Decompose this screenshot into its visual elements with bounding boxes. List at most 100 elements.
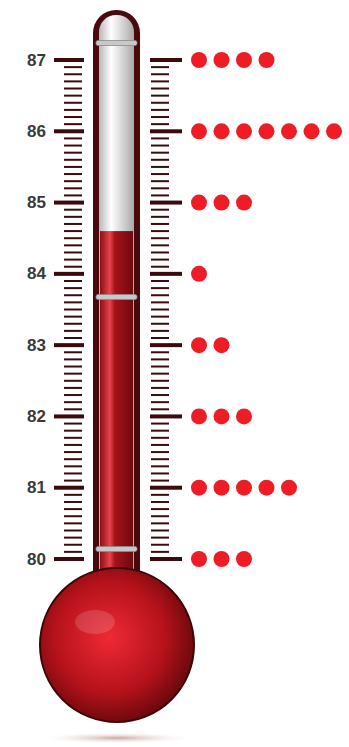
- minor-tick: [64, 266, 82, 268]
- tick-label: 84: [27, 264, 46, 283]
- minor-tick: [64, 301, 82, 303]
- minor-tick: [64, 380, 82, 382]
- dot: [191, 195, 207, 211]
- minor-tick: [64, 430, 82, 432]
- minor-tick: [64, 116, 82, 118]
- dot: [214, 480, 230, 496]
- dot: [214, 52, 230, 68]
- minor-tick: [151, 323, 169, 325]
- dot: [259, 123, 275, 139]
- minor-tick: [151, 280, 169, 282]
- minor-tick: [151, 301, 169, 303]
- minor-tick: [64, 209, 82, 211]
- minor-tick: [64, 501, 82, 503]
- dot: [191, 551, 207, 567]
- minor-tick: [151, 237, 169, 239]
- major-tick: [150, 201, 182, 205]
- minor-tick: [151, 401, 169, 403]
- major-tick: [54, 129, 84, 133]
- minor-tick: [151, 330, 169, 332]
- dot: [214, 337, 230, 353]
- minor-tick: [64, 515, 82, 517]
- minor-tick: [151, 66, 169, 68]
- minor-tick: [64, 323, 82, 325]
- minor-tick: [151, 430, 169, 432]
- dots: [191, 52, 342, 567]
- tick-label: 82: [27, 407, 46, 426]
- major-tick: [150, 58, 182, 62]
- minor-tick: [151, 366, 169, 368]
- minor-tick: [151, 458, 169, 460]
- minor-tick: [151, 515, 169, 517]
- minor-tick: [151, 166, 169, 168]
- major-tick: [150, 129, 182, 133]
- dot: [191, 123, 207, 139]
- minor-tick: [151, 137, 169, 139]
- minor-tick: [64, 423, 82, 425]
- minor-tick: [64, 137, 82, 139]
- minor-tick: [64, 244, 82, 246]
- chart: 8081828384858687: [0, 0, 349, 747]
- minor-tick: [151, 152, 169, 154]
- minor-tick: [151, 259, 169, 261]
- minor-tick: [151, 501, 169, 503]
- minor-tick: [64, 494, 82, 496]
- minor-tick: [151, 544, 169, 546]
- minor-tick: [151, 508, 169, 510]
- minor-tick: [64, 394, 82, 396]
- minor-tick: [151, 194, 169, 196]
- dot: [214, 195, 230, 211]
- dot: [214, 123, 230, 139]
- dot: [281, 480, 297, 496]
- minor-tick: [151, 529, 169, 531]
- major-tick: [150, 343, 182, 347]
- minor-tick: [151, 187, 169, 189]
- minor-tick: [151, 230, 169, 232]
- tick-label: 80: [27, 550, 46, 569]
- minor-tick: [151, 309, 169, 311]
- major-tick: [150, 557, 182, 561]
- minor-tick: [64, 544, 82, 546]
- minor-tick: [151, 494, 169, 496]
- major-tick: [150, 486, 182, 490]
- minor-tick: [151, 109, 169, 111]
- minor-tick: [64, 109, 82, 111]
- minor-tick: [151, 266, 169, 268]
- minor-tick: [64, 387, 82, 389]
- dot: [191, 408, 207, 424]
- minor-tick: [64, 437, 82, 439]
- dot: [236, 195, 252, 211]
- minor-tick: [151, 465, 169, 467]
- tube-ring: [96, 547, 137, 552]
- shadow: [37, 732, 197, 744]
- minor-tick: [151, 80, 169, 82]
- minor-tick: [64, 358, 82, 360]
- minor-tick: [151, 209, 169, 211]
- dot: [191, 266, 207, 282]
- minor-tick: [64, 152, 82, 154]
- major-tick: [54, 58, 84, 62]
- minor-tick: [151, 522, 169, 524]
- tube-glass: [99, 15, 134, 600]
- major-tick: [54, 414, 84, 418]
- minor-tick: [64, 366, 82, 368]
- minor-tick: [64, 472, 82, 474]
- minor-tick: [151, 337, 169, 339]
- minor-tick: [151, 408, 169, 410]
- dot: [236, 551, 252, 567]
- dot: [236, 408, 252, 424]
- minor-tick: [64, 508, 82, 510]
- minor-tick: [151, 387, 169, 389]
- minor-tick: [64, 66, 82, 68]
- minor-tick: [151, 216, 169, 218]
- dot: [236, 480, 252, 496]
- minor-tick: [151, 358, 169, 360]
- minor-tick: [151, 102, 169, 104]
- minor-tick: [64, 80, 82, 82]
- minor-tick: [64, 237, 82, 239]
- minor-tick: [64, 316, 82, 318]
- minor-tick: [151, 173, 169, 175]
- dot: [281, 123, 297, 139]
- minor-tick: [64, 187, 82, 189]
- minor-tick: [64, 145, 82, 147]
